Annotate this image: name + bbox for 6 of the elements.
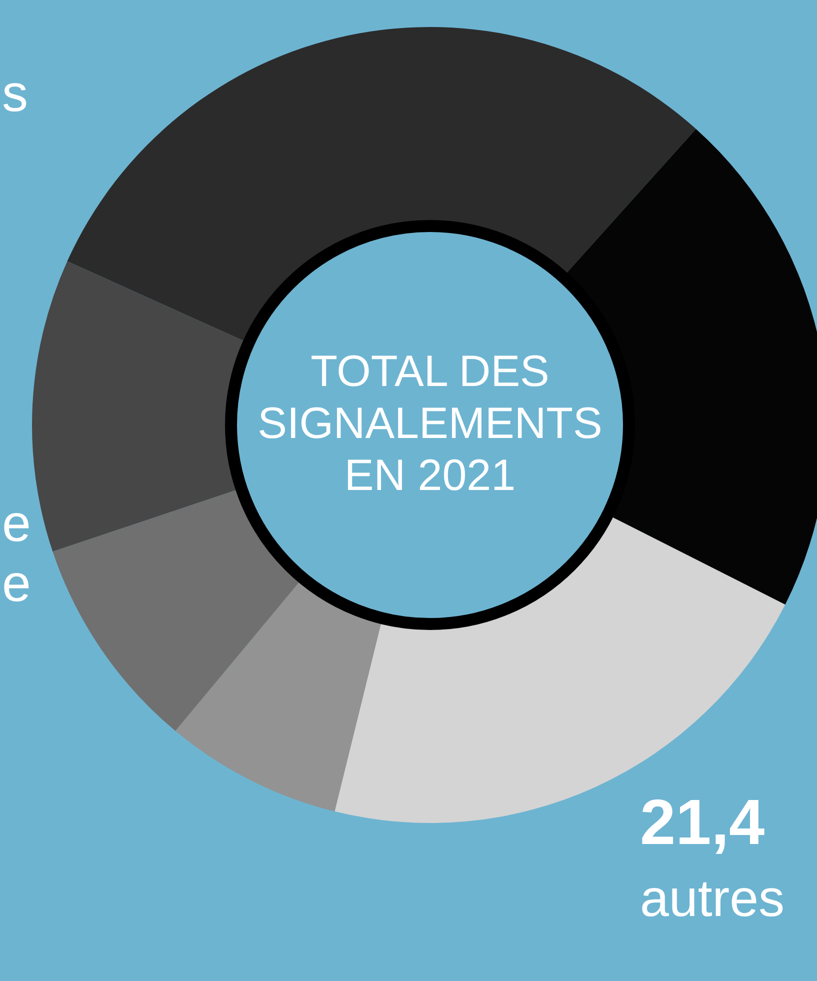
text: s xyxy=(2,65,28,123)
text: autres xyxy=(640,870,785,928)
text: e xyxy=(2,495,31,553)
text: e xyxy=(2,555,31,613)
text: TOTAL DES SIGNALEMENTS EN 2021 xyxy=(258,347,602,500)
text: 21,4 xyxy=(640,786,765,858)
